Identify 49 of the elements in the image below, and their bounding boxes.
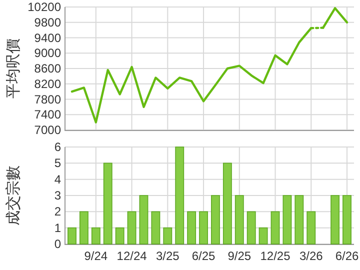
bar bbox=[330, 195, 340, 244]
y-tick-label: 8600 bbox=[34, 62, 62, 76]
y-tick-label: 9400 bbox=[34, 30, 62, 45]
bar bbox=[115, 227, 124, 244]
y-axis-title: 平均呎價 bbox=[5, 38, 22, 98]
bar bbox=[163, 227, 172, 244]
bar bbox=[258, 227, 268, 244]
x-tick-label: 6/25 bbox=[192, 249, 216, 263]
y-tick-label: 0 bbox=[54, 237, 62, 251]
bar bbox=[175, 146, 184, 244]
x-tick-label: 12/25 bbox=[260, 249, 291, 263]
y-tick-label: 7800 bbox=[34, 92, 62, 106]
bar bbox=[211, 195, 220, 244]
y-tick-label: 9800 bbox=[34, 15, 62, 30]
x-tick-label: 3/26 bbox=[299, 249, 324, 263]
y-tick-label: 2 bbox=[54, 204, 62, 219]
y-axis-title: 成交宗數 bbox=[5, 166, 22, 226]
y-tick-label: 1 bbox=[54, 220, 62, 235]
y-tick-label: 9000 bbox=[34, 46, 62, 60]
y-tick-label: 7000 bbox=[34, 123, 62, 137]
bar bbox=[234, 195, 244, 244]
bar bbox=[246, 211, 256, 244]
bar bbox=[139, 195, 148, 244]
bar bbox=[199, 211, 208, 244]
bar bbox=[187, 211, 196, 244]
bar bbox=[79, 211, 88, 244]
bar bbox=[282, 195, 292, 244]
bar bbox=[151, 211, 160, 244]
x-tick-label: 12/24 bbox=[116, 249, 148, 263]
bar bbox=[222, 162, 232, 244]
y-tick-label: 4 bbox=[54, 172, 62, 186]
y-tick-label: 5 bbox=[54, 156, 62, 170]
bar bbox=[68, 227, 76, 244]
bar bbox=[342, 195, 352, 244]
bar bbox=[294, 195, 304, 244]
y-tick-label: 3 bbox=[54, 188, 62, 202]
x-tick-label: 9/24 bbox=[84, 249, 108, 263]
y-tick-label: 8200 bbox=[34, 76, 62, 91]
y-tick-label: 6 bbox=[54, 140, 62, 154]
x-tick-label: 6/26 bbox=[335, 249, 359, 263]
bar bbox=[91, 227, 100, 244]
bar bbox=[270, 211, 280, 244]
y-tick-label: 10200 bbox=[28, 0, 62, 14]
y-tick-label: 7400 bbox=[34, 108, 62, 122]
bar bbox=[103, 162, 112, 244]
bar bbox=[306, 211, 316, 244]
bar bbox=[127, 211, 136, 244]
x-tick-label: 9/25 bbox=[228, 249, 252, 263]
x-tick-label: 3/25 bbox=[156, 249, 180, 263]
